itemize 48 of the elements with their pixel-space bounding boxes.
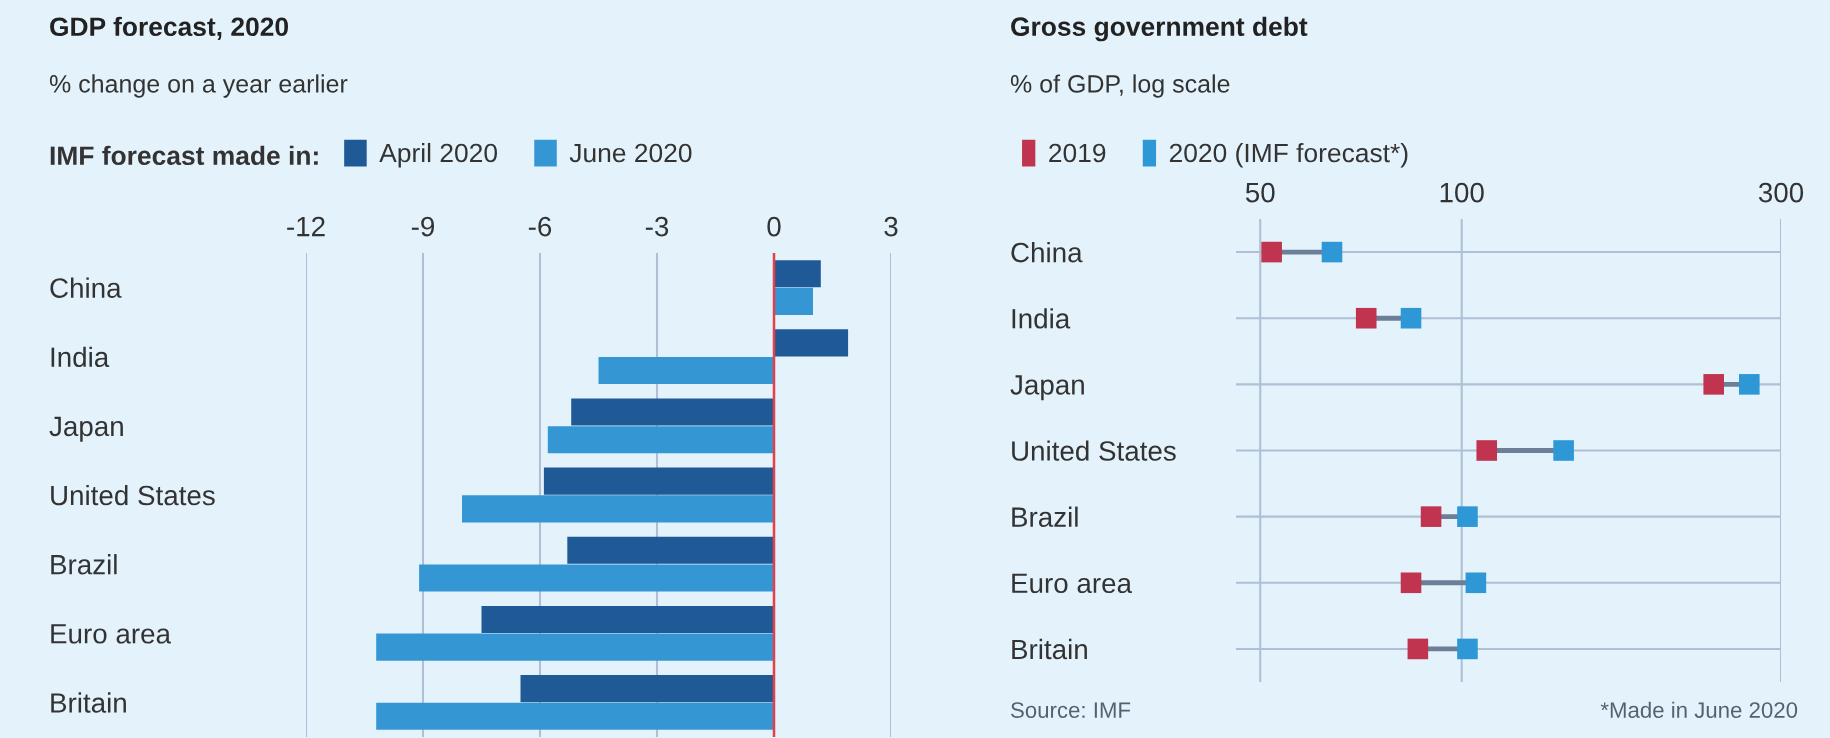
x-tick-label: 300 <box>1758 182 1804 203</box>
y-tick-label: United States <box>51 484 215 506</box>
x-tick-label: -6 <box>528 216 552 237</box>
y-tick-label: United States <box>1012 440 1176 461</box>
y-tick-label: Brazil <box>51 554 117 575</box>
bar <box>481 605 774 634</box>
chart-title: Gross government debt <box>1011 16 1308 42</box>
y-tick-label: India <box>1012 308 1071 329</box>
bar <box>774 329 849 357</box>
y-tick-label: Euro area <box>1012 573 1132 594</box>
chart-subtitle: % change on a year earlier <box>49 74 348 98</box>
y-tick-label: Japan <box>1010 375 1084 401</box>
bar <box>376 633 774 661</box>
x-tick-label: 100 <box>1440 182 1484 203</box>
bar <box>598 356 774 385</box>
x-tick-label: -9 <box>411 216 435 237</box>
bar <box>774 287 813 315</box>
bar <box>547 426 774 454</box>
x-tick-label: 3 <box>884 216 898 237</box>
y-tick-label: China <box>50 277 122 298</box>
y-tick-label: Britain <box>51 692 126 713</box>
legend-label: 2019 <box>1049 143 1106 163</box>
y-tick-label: Japan <box>49 416 123 442</box>
chart-subtitle: % of GDP, log scale <box>1010 74 1230 98</box>
text: *Made in June 2020 <box>1600 701 1798 718</box>
bar <box>774 260 821 288</box>
bar <box>419 564 774 592</box>
x-tick-label: 50 <box>1245 182 1275 203</box>
chart-title: GDP forecast, 2020 <box>50 16 289 40</box>
y-tick-label: India <box>51 346 110 368</box>
source-note: Source: IMF <box>1011 702 1131 718</box>
y-tick-label: Euro area <box>51 624 171 644</box>
x-tick-label: -12 <box>287 216 325 237</box>
x-tick-label: 0 <box>767 216 781 237</box>
bar <box>462 495 774 523</box>
y-tick-label: Britain <box>1012 638 1087 660</box>
bar <box>520 675 774 703</box>
bar <box>571 398 774 426</box>
legend-label: April 2020 <box>379 142 497 168</box>
bar <box>376 702 774 730</box>
legend-title: IMF forecast made in: <box>50 145 318 166</box>
y-tick-label: Brazil <box>1012 506 1078 527</box>
x-tick-label: -3 <box>645 216 669 237</box>
legend-label: 2020 (IMF forecast*) <box>1169 142 1408 168</box>
bar <box>567 536 774 564</box>
legend-label: June 2020 <box>569 143 692 163</box>
bar <box>543 467 774 495</box>
y-tick-label: China <box>1011 242 1083 263</box>
